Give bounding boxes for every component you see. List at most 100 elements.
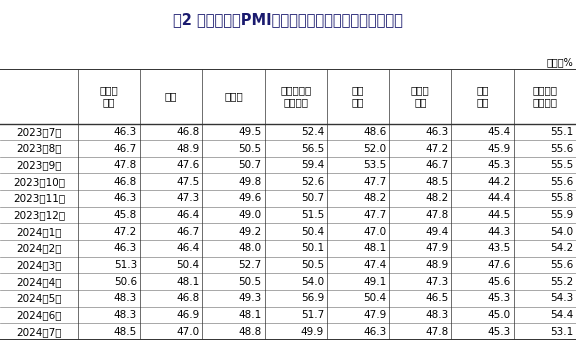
Text: 45.0: 45.0 [488,310,511,320]
Text: 进口: 进口 [165,92,177,101]
Text: 在手
订单: 在手 订单 [476,85,489,108]
Text: 55.2: 55.2 [550,277,573,287]
Text: 54.2: 54.2 [550,244,573,253]
Text: 49.2: 49.2 [238,227,262,237]
Text: 56.9: 56.9 [301,294,324,303]
Text: 2024年5月: 2024年5月 [16,294,62,303]
Text: 47.8: 47.8 [425,210,449,220]
Text: 49.9: 49.9 [301,327,324,337]
Text: 48.1: 48.1 [238,310,262,320]
Text: 47.5: 47.5 [176,177,199,187]
Text: 47.6: 47.6 [176,160,199,170]
Text: 46.3: 46.3 [363,327,386,337]
Text: 2023年11月: 2023年11月 [13,194,65,203]
Text: 55.6: 55.6 [550,177,573,187]
Text: 49.8: 49.8 [238,177,262,187]
Text: 主要原材料
购进价格: 主要原材料 购进价格 [280,85,312,108]
Text: 49.0: 49.0 [238,210,262,220]
Text: 48.3: 48.3 [114,310,137,320]
Text: 45.3: 45.3 [488,327,511,337]
Text: 47.3: 47.3 [176,194,199,203]
Text: 47.6: 47.6 [488,260,511,270]
Text: 52.6: 52.6 [301,177,324,187]
Text: 2023年12月: 2023年12月 [13,210,65,220]
Text: 52.7: 52.7 [238,260,262,270]
Text: 48.3: 48.3 [114,294,137,303]
Text: 51.7: 51.7 [301,310,324,320]
Text: 50.5: 50.5 [238,144,262,153]
Text: 44.2: 44.2 [488,177,511,187]
Text: 51.3: 51.3 [114,260,137,270]
Text: 47.9: 47.9 [425,244,449,253]
Text: 50.5: 50.5 [238,277,262,287]
Text: 47.9: 47.9 [363,310,386,320]
Text: 53.5: 53.5 [363,160,386,170]
Text: 50.4: 50.4 [301,227,324,237]
Text: 46.3: 46.3 [425,127,449,137]
Text: 45.3: 45.3 [488,294,511,303]
Text: 55.1: 55.1 [550,127,573,137]
Text: 47.8: 47.8 [425,327,449,337]
Text: 55.9: 55.9 [550,210,573,220]
Text: 46.7: 46.7 [114,144,137,153]
Text: 45.3: 45.3 [488,160,511,170]
Text: 2024年3月: 2024年3月 [16,260,62,270]
Text: 47.4: 47.4 [363,260,386,270]
Text: 55.6: 55.6 [550,260,573,270]
Text: 47.3: 47.3 [425,277,449,287]
Text: 52.0: 52.0 [363,144,386,153]
Text: 46.4: 46.4 [176,210,199,220]
Text: 2024年1月: 2024年1月 [16,227,62,237]
Text: 47.0: 47.0 [363,227,386,237]
Text: 46.9: 46.9 [176,310,199,320]
Text: 2023年7月: 2023年7月 [16,127,62,137]
Text: 49.5: 49.5 [238,127,262,137]
Text: 50.1: 50.1 [301,244,324,253]
Text: 2024年2月: 2024年2月 [16,244,62,253]
Text: 47.0: 47.0 [176,327,199,337]
Text: 47.7: 47.7 [363,177,386,187]
Text: 48.1: 48.1 [363,244,386,253]
Text: 47.8: 47.8 [114,160,137,170]
Text: 48.9: 48.9 [176,144,199,153]
Text: 48.2: 48.2 [425,194,449,203]
Text: 51.5: 51.5 [301,210,324,220]
Text: 50.4: 50.4 [363,294,386,303]
Text: 59.4: 59.4 [301,160,324,170]
Text: 50.6: 50.6 [114,277,137,287]
Text: 45.8: 45.8 [114,210,137,220]
Text: 46.3: 46.3 [114,127,137,137]
Text: 48.5: 48.5 [114,327,137,337]
Text: 52.4: 52.4 [301,127,324,137]
Text: 48.3: 48.3 [425,310,449,320]
Text: 2024年4月: 2024年4月 [16,277,62,287]
Text: 48.2: 48.2 [363,194,386,203]
Text: 2023年8月: 2023年8月 [16,144,62,153]
Text: 54.4: 54.4 [550,310,573,320]
Text: 46.8: 46.8 [176,127,199,137]
Text: 46.7: 46.7 [176,227,199,237]
Text: 45.9: 45.9 [488,144,511,153]
Text: 44.3: 44.3 [488,227,511,237]
Text: 48.0: 48.0 [238,244,262,253]
Text: 56.5: 56.5 [301,144,324,153]
Text: 49.3: 49.3 [238,294,262,303]
Text: 50.4: 50.4 [176,260,199,270]
Text: 44.4: 44.4 [488,194,511,203]
Text: 生产经营
活动预期: 生产经营 活动预期 [532,85,558,108]
Text: 48.1: 48.1 [176,277,199,287]
Text: 出厂
价格: 出厂 价格 [352,85,364,108]
Text: 45.4: 45.4 [488,127,511,137]
Text: 2024年7月: 2024年7月 [16,327,62,337]
Text: 55.6: 55.6 [550,144,573,153]
Text: 46.3: 46.3 [114,244,137,253]
Text: 2023年10月: 2023年10月 [13,177,65,187]
Text: 46.3: 46.3 [114,194,137,203]
Text: 48.9: 48.9 [425,260,449,270]
Text: 50.7: 50.7 [301,194,324,203]
Text: 2023年9月: 2023年9月 [16,160,62,170]
Text: 新出口
订单: 新出口 订单 [100,85,118,108]
Text: 54.0: 54.0 [301,277,324,287]
Text: 47.2: 47.2 [114,227,137,237]
Text: 50.5: 50.5 [301,260,324,270]
